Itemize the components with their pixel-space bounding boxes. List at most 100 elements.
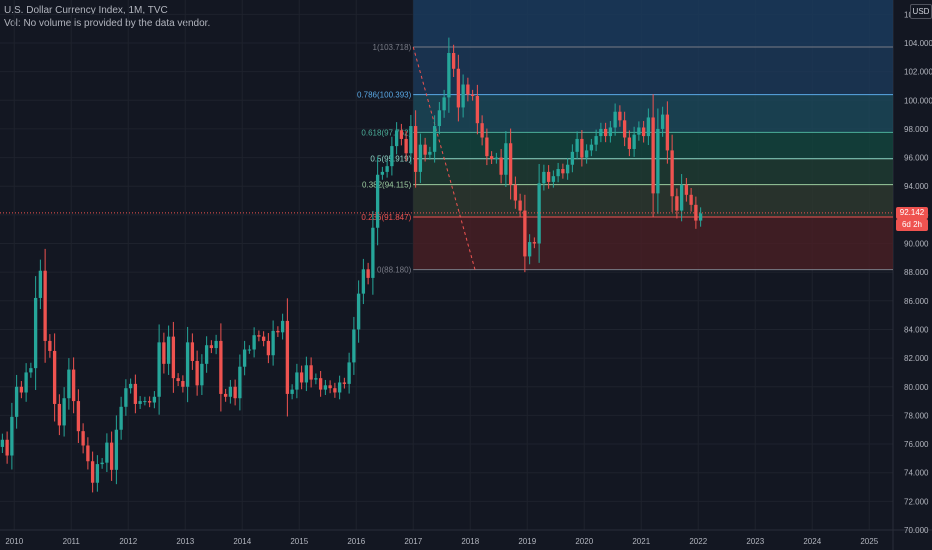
candle-body xyxy=(494,157,499,159)
candle-body xyxy=(29,368,33,373)
candle-body xyxy=(485,137,489,157)
candle-body xyxy=(337,382,342,393)
x-tick-label: 2013 xyxy=(176,537,194,546)
candle-body xyxy=(580,138,584,158)
x-tick-label: 2022 xyxy=(689,537,707,546)
candle-body xyxy=(280,320,285,333)
candle-body xyxy=(43,270,47,341)
y-tick-label: 82.000 xyxy=(904,354,929,363)
candle-body xyxy=(409,126,413,154)
candle-body xyxy=(105,442,109,463)
x-tick-label: 2024 xyxy=(803,537,821,546)
candle-body xyxy=(166,336,171,364)
y-tick-label: 74.000 xyxy=(904,469,929,478)
candle-body xyxy=(394,130,399,147)
candle-body xyxy=(565,164,570,174)
candle-body xyxy=(228,386,233,397)
candle-body xyxy=(81,431,85,446)
candle-body xyxy=(138,401,142,404)
candle-body xyxy=(143,401,147,403)
x-tick-label: 2019 xyxy=(518,537,536,546)
candle-body xyxy=(295,372,299,390)
candle-body xyxy=(489,156,494,159)
time-axis: 2010 2011 2012 2013 2014 2015 2016 2017 2018 2019… xyxy=(5,537,878,546)
candle-body xyxy=(694,204,698,221)
candle-body xyxy=(698,213,703,221)
chart-title: U.S. Dollar Currency Index, 1M, TVC xyxy=(4,5,168,16)
candle-body xyxy=(461,84,465,108)
candle-body xyxy=(570,151,575,165)
candle-body xyxy=(546,171,551,182)
x-tick-label: 2020 xyxy=(575,537,593,546)
candle-body xyxy=(670,150,674,197)
y-tick-label: 86.000 xyxy=(904,297,929,306)
candle-body xyxy=(599,128,603,137)
candle-body xyxy=(371,227,375,278)
candle-body xyxy=(352,329,356,363)
x-tick-label: 2012 xyxy=(119,537,137,546)
candle-body xyxy=(14,386,19,417)
candle-body xyxy=(432,126,437,152)
candle-body xyxy=(24,372,28,393)
candle-body xyxy=(665,114,670,151)
candle-body xyxy=(314,378,318,380)
candle-body xyxy=(385,166,389,172)
candle-body xyxy=(532,242,537,244)
x-tick-label: 2023 xyxy=(746,537,764,546)
y-tick-label: 100.000 xyxy=(904,96,932,105)
y-tick-label: 96.000 xyxy=(904,154,929,163)
candle-body xyxy=(466,84,470,95)
candle-body xyxy=(323,385,328,390)
fib-level-label: 0(88.180) xyxy=(377,266,412,275)
y-tick-label: 98.000 xyxy=(904,125,929,134)
candle-body xyxy=(413,126,418,172)
fib-level-label: 0.786(100.393) xyxy=(357,91,412,100)
candle-body xyxy=(375,174,380,228)
currency-label[interactable]: USD xyxy=(910,4,932,19)
fib-zone xyxy=(413,217,893,270)
x-tick-label: 2021 xyxy=(632,537,650,546)
chart-legend: U.S. Dollar Currency Index, 1M, TVC Vol:… xyxy=(4,4,210,30)
candle-body xyxy=(57,403,62,426)
candle-body xyxy=(347,362,351,384)
candle-body xyxy=(390,146,394,167)
candle-body xyxy=(276,330,280,333)
y-tick-label: 94.000 xyxy=(904,182,929,191)
candle-body xyxy=(95,464,100,483)
candle-body xyxy=(52,350,57,404)
candle-body xyxy=(10,416,14,456)
candle-body xyxy=(508,143,513,185)
fib-level-label: 0.236(91.847) xyxy=(361,213,411,222)
candle-body xyxy=(442,97,446,111)
candle-body xyxy=(480,123,484,138)
candle-body xyxy=(181,381,185,387)
candle-body xyxy=(594,136,598,145)
candle-body xyxy=(356,293,361,330)
candle-body xyxy=(404,138,408,154)
candle-body xyxy=(451,53,456,69)
candle-body xyxy=(632,134,636,149)
candle-body xyxy=(456,68,461,108)
candle-body xyxy=(0,439,5,447)
candle-body xyxy=(689,194,693,205)
candle-body xyxy=(304,365,309,383)
volume-note: Vol: No volume is provided by the data v… xyxy=(4,18,211,29)
candle-body xyxy=(271,330,275,356)
candle-body xyxy=(641,127,646,137)
candle-body xyxy=(518,200,522,211)
candle-body xyxy=(157,342,161,397)
candle-body xyxy=(133,383,138,404)
candle-body xyxy=(223,393,228,397)
candle-body xyxy=(67,369,71,399)
candle-body xyxy=(209,345,214,349)
candle-body xyxy=(38,270,43,298)
candle-body xyxy=(190,342,195,361)
candle-body xyxy=(380,171,385,175)
candles xyxy=(0,37,893,493)
candle-body xyxy=(266,340,271,356)
candle-body xyxy=(660,114,665,129)
candle-body xyxy=(603,128,608,137)
candle-body xyxy=(76,401,81,432)
y-tick-label: 70.000 xyxy=(904,526,929,535)
